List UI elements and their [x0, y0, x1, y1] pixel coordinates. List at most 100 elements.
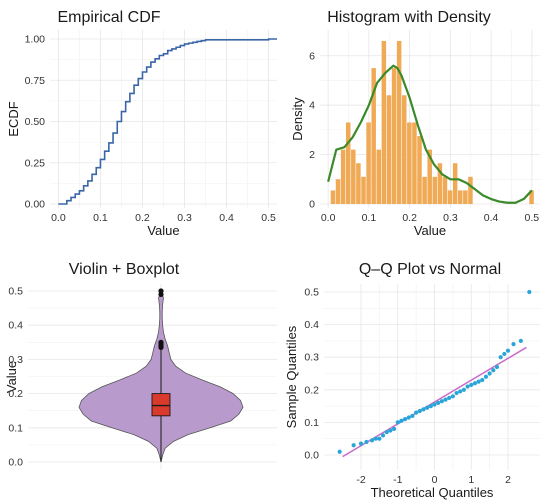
histogram-bar: [417, 136, 422, 204]
x-axis-label: Value: [147, 223, 179, 238]
x-tick-label: 0.3: [177, 212, 192, 224]
histogram-bar: [468, 176, 473, 204]
x-tick-label: 0.3: [443, 212, 458, 224]
qq-point: [417, 408, 422, 414]
histogram-bar: [396, 40, 402, 204]
qq-point: [447, 395, 452, 401]
y-tick-label: 0.25: [25, 157, 46, 169]
x-tick-label: 2: [505, 474, 511, 486]
qq-point: [377, 436, 382, 441]
qq-point: [469, 382, 474, 388]
y-axis-label: ECDF: [6, 101, 21, 136]
y-tick-label: 6: [309, 50, 315, 62]
qq-point: [351, 443, 356, 448]
qq-point: [505, 348, 511, 353]
histogram-bar: [340, 149, 346, 204]
y-tick-label: 0.3: [8, 354, 23, 366]
qq-point: [461, 387, 466, 392]
y-axis-label: Density: [290, 97, 305, 141]
y-tick-label: 0.5: [8, 286, 23, 298]
y-tick-label: 0.5: [304, 287, 319, 299]
qq-panel: Q–Q Plot vs Normal Theoretical Quantiles S…: [284, 261, 540, 500]
qq-point: [443, 397, 448, 402]
qq-point: [380, 433, 386, 438]
y-axis-label: Value: [4, 361, 19, 393]
qq-point: [388, 428, 393, 433]
y-tick-label: 0.4: [8, 320, 23, 332]
y-tick-label: 0.2: [304, 384, 319, 396]
histogram-bar: [427, 149, 432, 204]
ecdf-step-line: [58, 38, 277, 205]
qq-point: [373, 436, 378, 441]
y-tick-label: 1.00: [25, 34, 46, 46]
y-tick-label: 0.75: [25, 75, 46, 87]
x-tick-label: 0.4: [484, 212, 499, 224]
qq-point: [399, 418, 404, 423]
panel-title: Empirical CDF: [57, 9, 160, 26]
histogram-bar: [401, 95, 407, 204]
y-tick-label: 0.2: [8, 388, 23, 400]
x-tick-label: 0.0: [51, 212, 66, 224]
qq-point: [403, 417, 408, 422]
histogram-bar: [376, 149, 382, 204]
qq-point: [391, 426, 397, 432]
density-curve: [327, 64, 533, 204]
x-tick-label: -2: [356, 474, 365, 486]
panel-title: Histogram with Density: [327, 9, 491, 26]
histogram-bar: [356, 163, 361, 204]
qq-point: [454, 390, 459, 396]
histogram-bar: [366, 122, 371, 204]
histogram-panel: Histogram with Density Value Density 0 2 4 6 0.…: [290, 9, 540, 238]
y-tick-label: 4: [309, 100, 315, 112]
qq-point: [432, 402, 437, 407]
qq-point: [395, 420, 400, 425]
y-tick-label: 0.3: [304, 352, 319, 364]
histogram-bar: [458, 190, 463, 204]
ecdf-panel: Empirical CDF Value ECDF 0.00 0.25 0.50 0.75 1.…: [6, 9, 277, 238]
histogram-bar: [463, 190, 468, 204]
x-tick-label: 0.0: [321, 212, 336, 224]
qq-point: [337, 449, 342, 454]
histogram-bar: [335, 179, 341, 204]
y-tick-label: 0.00: [25, 199, 46, 211]
histogram-bar: [381, 40, 387, 204]
qq-point: [410, 413, 415, 418]
qq-point: [476, 379, 481, 384]
x-axis-label: Value: [414, 223, 446, 238]
qq-point: [358, 441, 364, 446]
qq-point: [450, 394, 455, 399]
x-tick-label: 0.1: [93, 212, 108, 224]
qq-point: [518, 338, 523, 343]
outlier-point: [158, 339, 164, 345]
y-tick-label: 0.1: [8, 422, 23, 434]
y-tick-label: 0.1: [304, 417, 319, 429]
y-axis-label: Sample Quantiles: [284, 325, 299, 428]
x-tick-label: 0.1: [362, 212, 377, 224]
histogram-bar: [529, 190, 534, 204]
x-tick-label: 0.2: [402, 212, 417, 224]
qq-point: [527, 289, 532, 295]
box-iqr: [151, 393, 171, 417]
x-axis-label: Theoretical Quantiles: [371, 485, 494, 500]
qq-point: [502, 351, 507, 357]
histogram-bar: [432, 176, 438, 204]
histogram-bar: [447, 190, 453, 204]
qq-point: [428, 404, 433, 409]
x-tick-label: 1: [468, 474, 474, 486]
qq-point: [406, 415, 411, 420]
y-tick-label: 2: [309, 149, 315, 161]
histogram-bar: [351, 149, 356, 204]
panel-title: Violin + Boxplot: [69, 261, 180, 278]
panel-title: Q–Q Plot vs Normal: [359, 261, 501, 278]
y-tick-label: 0.4: [304, 319, 319, 331]
histogram-bar: [391, 68, 397, 204]
y-tick-label: 0.0: [304, 450, 319, 462]
histogram-bar: [412, 122, 417, 204]
qq-point: [414, 410, 419, 415]
x-tick-label: 0.5: [261, 212, 276, 224]
y-tick-label: 0: [309, 199, 315, 211]
x-tick-label: 0.5: [525, 212, 540, 224]
histogram-bar: [345, 122, 351, 204]
y-tick-label: 0.0: [8, 457, 23, 469]
x-tick-label: 0: [432, 474, 438, 486]
